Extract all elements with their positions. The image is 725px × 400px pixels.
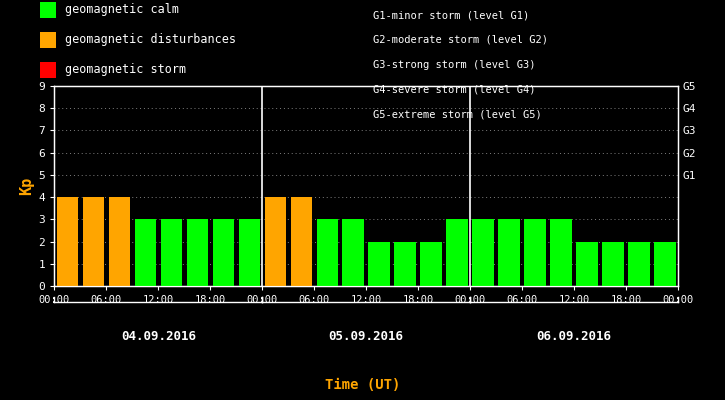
Text: Time (UT): Time (UT) — [325, 378, 400, 392]
Bar — [57, 197, 78, 286]
Bar — [394, 242, 415, 286]
Bar — [629, 242, 650, 286]
Text: G5-extreme storm (level G5): G5-extreme storm (level G5) — [373, 109, 542, 119]
Bar — [212, 219, 234, 286]
Bar — [161, 219, 182, 286]
Text: 06.09.2016: 06.09.2016 — [536, 330, 611, 343]
Bar — [576, 242, 597, 286]
Text: 04.09.2016: 04.09.2016 — [121, 330, 196, 343]
Bar — [135, 219, 156, 286]
Text: G4-severe storm (level G4): G4-severe storm (level G4) — [373, 84, 536, 94]
Text: geomagnetic disturbances: geomagnetic disturbances — [65, 34, 236, 46]
Text: G1-minor storm (level G1): G1-minor storm (level G1) — [373, 10, 530, 20]
Text: geomagnetic calm: geomagnetic calm — [65, 4, 178, 16]
Bar — [83, 197, 104, 286]
Bar — [239, 219, 260, 286]
Y-axis label: Kp: Kp — [20, 177, 34, 195]
Bar — [473, 219, 494, 286]
Bar — [265, 197, 286, 286]
Text: G2-moderate storm (level G2): G2-moderate storm (level G2) — [373, 35, 548, 45]
Bar — [186, 219, 208, 286]
Bar — [498, 219, 520, 286]
Bar — [550, 219, 571, 286]
Text: geomagnetic storm: geomagnetic storm — [65, 64, 186, 76]
Bar — [317, 219, 338, 286]
Bar — [602, 242, 624, 286]
Bar — [447, 219, 468, 286]
Bar — [654, 242, 676, 286]
Bar — [524, 219, 546, 286]
Bar — [420, 242, 442, 286]
Bar — [109, 197, 130, 286]
Text: G3-strong storm (level G3): G3-strong storm (level G3) — [373, 60, 536, 70]
Bar — [291, 197, 312, 286]
Text: 05.09.2016: 05.09.2016 — [328, 330, 404, 343]
Bar — [368, 242, 390, 286]
Bar — [342, 219, 364, 286]
